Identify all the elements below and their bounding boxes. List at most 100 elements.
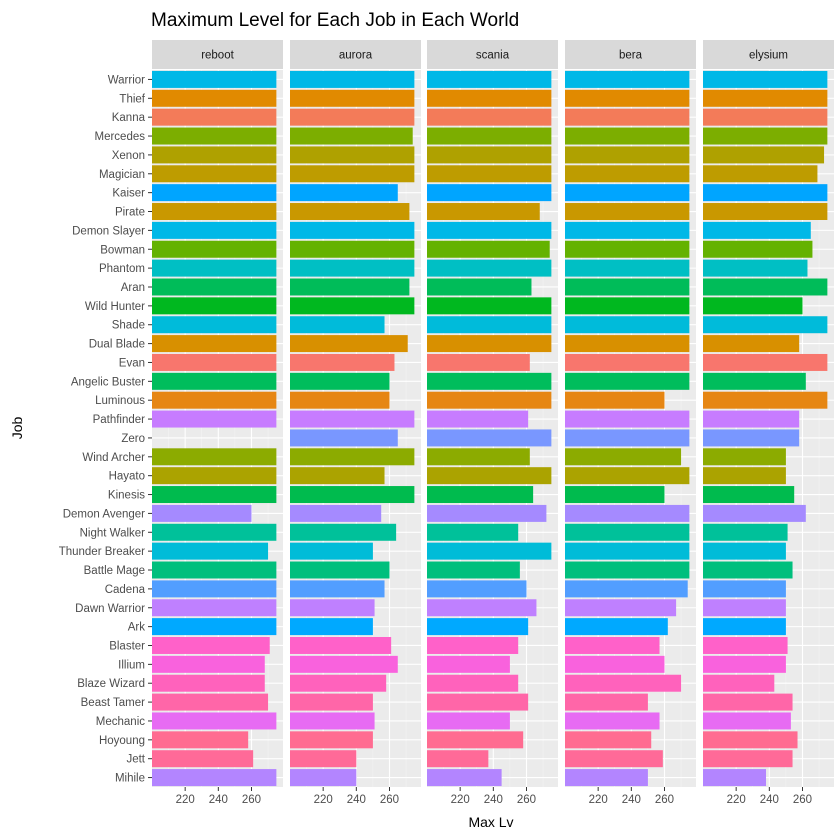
- bar-scania-kaiser: [427, 184, 552, 202]
- bar-elysium-pirate: [703, 203, 828, 220]
- bar-bera-magician: [565, 165, 690, 183]
- bar-aurora-ark: [290, 618, 373, 636]
- chart-title: Maximum Level for Each Job in Each World: [151, 10, 519, 31]
- bar-aurora-illium: [290, 655, 398, 673]
- bar-elysium-kinesis: [703, 486, 795, 504]
- bar-aurora-thunder-breaker: [290, 542, 373, 560]
- y-tick-label: Warrior: [108, 74, 145, 86]
- bar-elysium-demon-avenger: [703, 504, 806, 522]
- bar-bera-jett: [565, 750, 663, 768]
- y-tick-label: Wind Archer: [82, 452, 145, 464]
- bar-reboot-wind-archer: [152, 448, 277, 466]
- bar-scania-dual-blade: [427, 335, 552, 353]
- bar-aurora-dawn-warrior: [290, 599, 375, 617]
- bar-elysium-night-walker: [703, 523, 788, 541]
- bar-scania-angelic-buster: [427, 372, 552, 390]
- x-tick-label: 260: [655, 794, 674, 806]
- bar-reboot-battle-mage: [152, 561, 277, 579]
- y-tick-label: Kaiser: [112, 188, 145, 200]
- bar-scania-thunder-breaker: [427, 542, 552, 560]
- y-tick-label: Ark: [128, 622, 146, 634]
- y-tick-label: Zero: [121, 433, 145, 445]
- bar-elysium-mercedes: [703, 127, 828, 145]
- bar-scania-mercedes: [427, 127, 552, 145]
- facet-strip: [565, 40, 696, 69]
- panels-group: reboot 220 240 260 aurora 220 240 260 scania 220 2…: [152, 40, 834, 806]
- bar-reboot-wild-hunter: [152, 297, 277, 315]
- bar-reboot-xenon: [152, 146, 277, 164]
- bar-scania-evan: [427, 353, 530, 371]
- bar-elysium-hayato: [703, 467, 786, 485]
- bar-reboot-hayato: [152, 467, 277, 485]
- bar-elysium-kaiser: [703, 184, 828, 202]
- bar-reboot-aran: [152, 278, 277, 296]
- bar-scania-blaster: [427, 637, 519, 654]
- bar-scania-dawn-warrior: [427, 599, 537, 617]
- bar-aurora-blaster: [290, 637, 392, 654]
- bar-reboot-ark: [152, 618, 277, 636]
- bar-elysium-thief: [703, 89, 828, 107]
- bar-scania-night-walker: [427, 523, 519, 541]
- bar-scania-demon-slayer: [427, 221, 552, 239]
- bar-bera-hayato: [565, 467, 690, 485]
- bar-elysium-magician: [703, 165, 818, 183]
- facet-strip-label: scania: [476, 50, 510, 62]
- facet-strip: [290, 40, 421, 69]
- bar-bera-wild-hunter: [565, 297, 690, 315]
- bar-scania-beast-tamer: [427, 693, 529, 711]
- bar-bera-hoyoung: [565, 731, 652, 749]
- bar-elysium-blaster: [703, 637, 788, 654]
- bar-scania-warrior: [427, 70, 552, 88]
- bar-elysium-mihile: [703, 769, 767, 787]
- bar-elysium-wind-archer: [703, 448, 786, 466]
- bar-bera-kaiser: [565, 184, 690, 202]
- bar-reboot-shade: [152, 316, 277, 334]
- bar-bera-dawn-warrior: [565, 599, 677, 617]
- bar-scania-blaze-wizard: [427, 674, 519, 692]
- bar-aurora-bowman: [290, 240, 415, 258]
- bar-reboot-demon-slayer: [152, 221, 277, 239]
- bar-elysium-jett: [703, 750, 793, 768]
- bar-aurora-beast-tamer: [290, 693, 373, 711]
- bar-elysium-blaze-wizard: [703, 674, 775, 692]
- y-tick-label: Demon Avenger: [63, 508, 145, 520]
- bar-elysium-wild-hunter: [703, 297, 803, 315]
- y-tick-label: Wild Hunter: [85, 301, 145, 313]
- x-tick-label: 240: [347, 794, 366, 806]
- bar-reboot-night-walker: [152, 523, 277, 541]
- y-tick-label: Thunder Breaker: [59, 546, 145, 558]
- bar-bera-pirate: [565, 203, 690, 220]
- facet-strip: [427, 40, 558, 69]
- bar-scania-zero: [427, 429, 552, 447]
- bar-reboot-jett: [152, 750, 254, 768]
- bar-reboot-pirate: [152, 203, 277, 220]
- bar-elysium-zero: [703, 429, 800, 447]
- bar-scania-illium: [427, 655, 510, 673]
- bar-bera-battle-mage: [565, 561, 690, 579]
- bar-scania-magician: [427, 165, 552, 183]
- bar-aurora-hoyoung: [290, 731, 373, 749]
- bar-bera-xenon: [565, 146, 690, 164]
- bar-scania-hayato: [427, 467, 552, 485]
- bar-scania-bowman: [427, 240, 550, 258]
- x-tick-label: 240: [484, 794, 503, 806]
- bar-scania-battle-mage: [427, 561, 520, 579]
- facet-strip-label: aurora: [339, 50, 373, 62]
- bar-elysium-ark: [703, 618, 786, 636]
- y-tick-label: Angelic Buster: [71, 376, 145, 388]
- x-tick-label: 220: [589, 794, 608, 806]
- bar-aurora-dual-blade: [290, 335, 408, 353]
- facet-strip-label: elysium: [749, 50, 788, 62]
- bar-aurora-wind-archer: [290, 448, 415, 466]
- bar-bera-demon-avenger: [565, 504, 690, 522]
- bar-reboot-mihile: [152, 769, 277, 787]
- y-tick-label: Aran: [121, 282, 145, 294]
- bar-reboot-luminous: [152, 391, 277, 409]
- bar-elysium-kanna: [703, 108, 828, 126]
- bar-reboot-mechanic: [152, 712, 277, 730]
- x-tick-label: 260: [380, 794, 399, 806]
- bar-aurora-demon-avenger: [290, 504, 382, 522]
- bar-scania-kinesis: [427, 486, 534, 504]
- y-tick-label: Illium: [118, 659, 145, 671]
- bar-reboot-evan: [152, 353, 277, 371]
